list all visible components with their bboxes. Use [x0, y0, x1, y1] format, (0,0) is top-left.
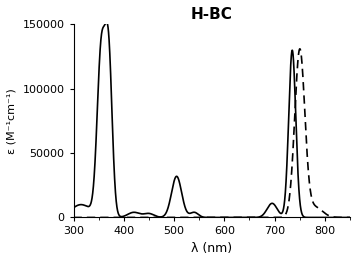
- Title: H-BC: H-BC: [191, 7, 233, 22]
- Y-axis label: ε (M⁻¹cm⁻¹): ε (M⁻¹cm⁻¹): [7, 88, 17, 154]
- X-axis label: λ (nm): λ (nm): [191, 242, 232, 255]
